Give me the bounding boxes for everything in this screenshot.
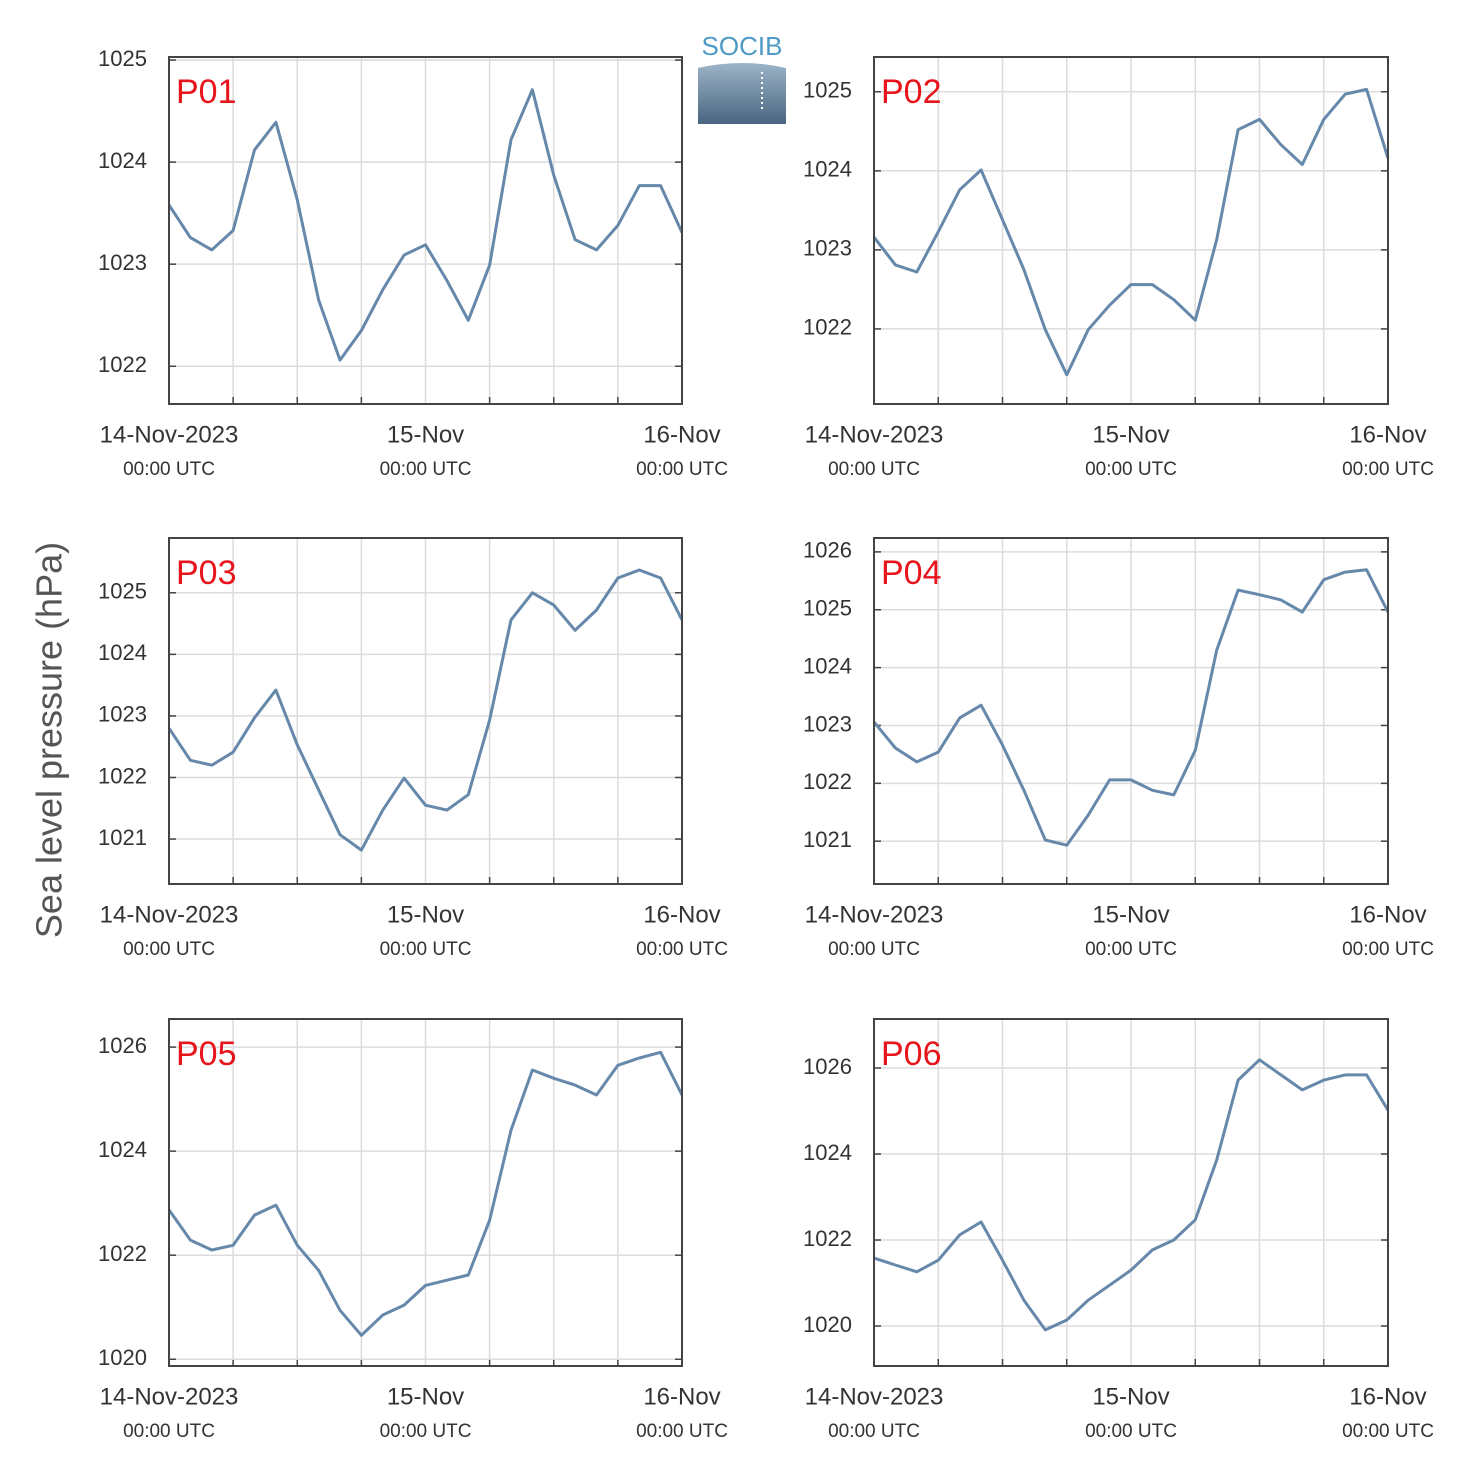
y-tick-label: 1025 <box>98 579 147 604</box>
pressure-line <box>167 88 684 362</box>
y-tick-label: 1021 <box>98 825 147 850</box>
y-tick-label: 1024 <box>803 653 852 678</box>
y-tick-label: 1020 <box>98 1345 147 1370</box>
x-tick-sublabel: 00:00 UTC <box>123 459 215 480</box>
x-tick-label: 14-Nov-2023 <box>805 901 944 928</box>
panel-title: P04 <box>881 554 942 592</box>
x-tick-label: 14-Nov-2023 <box>100 421 239 448</box>
x-tick-sublabel: 00:00 UTC <box>1342 459 1434 480</box>
x-tick-sublabel: 00:00 UTC <box>636 939 728 960</box>
y-tick-label: 1024 <box>98 148 147 173</box>
pressure-line <box>873 1058 1390 1332</box>
x-tick-label: 16-Nov <box>643 901 720 928</box>
x-tick-label: 14-Nov-2023 <box>100 901 239 928</box>
pressure-line <box>872 87 1390 377</box>
plot-frame <box>168 537 683 885</box>
y-tick-label: 1024 <box>98 640 147 665</box>
y-tick-label: 1025 <box>803 78 852 103</box>
x-tick-label: 14-Nov-2023 <box>805 421 944 448</box>
x-tick-sublabel: 00:00 UTC <box>380 939 472 960</box>
y-tick-label: 1021 <box>803 827 852 852</box>
x-tick-label: 14-Nov-2023 <box>805 1383 944 1410</box>
y-axis-label: Sea level pressure (hPa) <box>29 542 70 938</box>
y-tick-label: 1022 <box>803 769 852 794</box>
pressure-line <box>167 1050 684 1337</box>
x-tick-label: 15-Nov <box>387 421 464 448</box>
x-tick-label: 15-Nov <box>1092 421 1169 448</box>
panel-title: P02 <box>881 73 942 111</box>
y-tick-label: 1026 <box>803 1054 852 1079</box>
x-tick-label: 15-Nov <box>387 901 464 928</box>
y-tick-label: 1022 <box>803 1226 852 1251</box>
pressure-line <box>872 568 1390 847</box>
x-tick-label: 15-Nov <box>387 1383 464 1410</box>
y-tick-label: 1022 <box>98 352 147 377</box>
panel-title: P05 <box>176 1035 237 1073</box>
x-tick-label: 16-Nov <box>1349 1383 1426 1410</box>
x-tick-sublabel: 00:00 UTC <box>123 939 215 960</box>
x-tick-sublabel: 00:00 UTC <box>1342 939 1434 960</box>
logo-text: SOCIB <box>702 31 783 61</box>
x-tick-sublabel: 00:00 UTC <box>1085 1421 1177 1442</box>
x-tick-sublabel: 00:00 UTC <box>123 1421 215 1442</box>
y-tick-label: 1023 <box>98 702 147 727</box>
x-tick-sublabel: 00:00 UTC <box>1085 459 1177 480</box>
x-tick-sublabel: 00:00 UTC <box>828 459 920 480</box>
x-tick-label: 16-Nov <box>1349 901 1426 928</box>
x-tick-sublabel: 00:00 UTC <box>636 459 728 480</box>
y-tick-label: 1023 <box>98 250 147 275</box>
x-tick-label: 16-Nov <box>643 421 720 448</box>
y-tick-label: 1024 <box>98 1137 147 1162</box>
plot-frame <box>873 537 1389 885</box>
y-tick-label: 1025 <box>803 596 852 621</box>
panel-title: P06 <box>881 1035 942 1073</box>
x-tick-sublabel: 00:00 UTC <box>380 1421 472 1442</box>
plot-frame <box>168 56 683 405</box>
x-tick-sublabel: 00:00 UTC <box>636 1421 728 1442</box>
y-tick-label: 1026 <box>803 538 852 563</box>
y-tick-label: 1023 <box>803 236 852 261</box>
panel-title: P03 <box>176 554 237 592</box>
y-tick-label: 1022 <box>98 763 147 788</box>
logo: SOCIB <box>698 31 786 124</box>
y-tick-label: 1024 <box>803 157 852 182</box>
x-tick-sublabel: 00:00 UTC <box>828 939 920 960</box>
plot-frame <box>168 1018 683 1367</box>
y-tick-label: 1025 <box>98 46 147 71</box>
plot-frame <box>873 1018 1389 1367</box>
y-tick-label: 1026 <box>98 1033 147 1058</box>
y-tick-label: 1022 <box>98 1241 147 1266</box>
x-tick-label: 15-Nov <box>1092 901 1169 928</box>
x-tick-sublabel: 00:00 UTC <box>828 1421 920 1442</box>
x-tick-sublabel: 00:00 UTC <box>380 459 472 480</box>
x-tick-sublabel: 00:00 UTC <box>1342 1421 1434 1442</box>
x-tick-sublabel: 00:00 UTC <box>1085 939 1177 960</box>
y-tick-label: 1023 <box>803 711 852 736</box>
x-tick-label: 16-Nov <box>643 1383 720 1410</box>
pressure-line <box>167 568 684 852</box>
x-tick-label: 16-Nov <box>1349 421 1426 448</box>
logo-shape <box>698 63 786 124</box>
y-tick-label: 1020 <box>803 1312 852 1337</box>
x-tick-label: 14-Nov-2023 <box>100 1383 239 1410</box>
y-tick-label: 1024 <box>803 1140 852 1165</box>
panel-title: P01 <box>176 73 237 111</box>
y-tick-label: 1022 <box>803 315 852 340</box>
x-tick-label: 15-Nov <box>1092 1383 1169 1410</box>
plot-frame <box>873 56 1389 405</box>
